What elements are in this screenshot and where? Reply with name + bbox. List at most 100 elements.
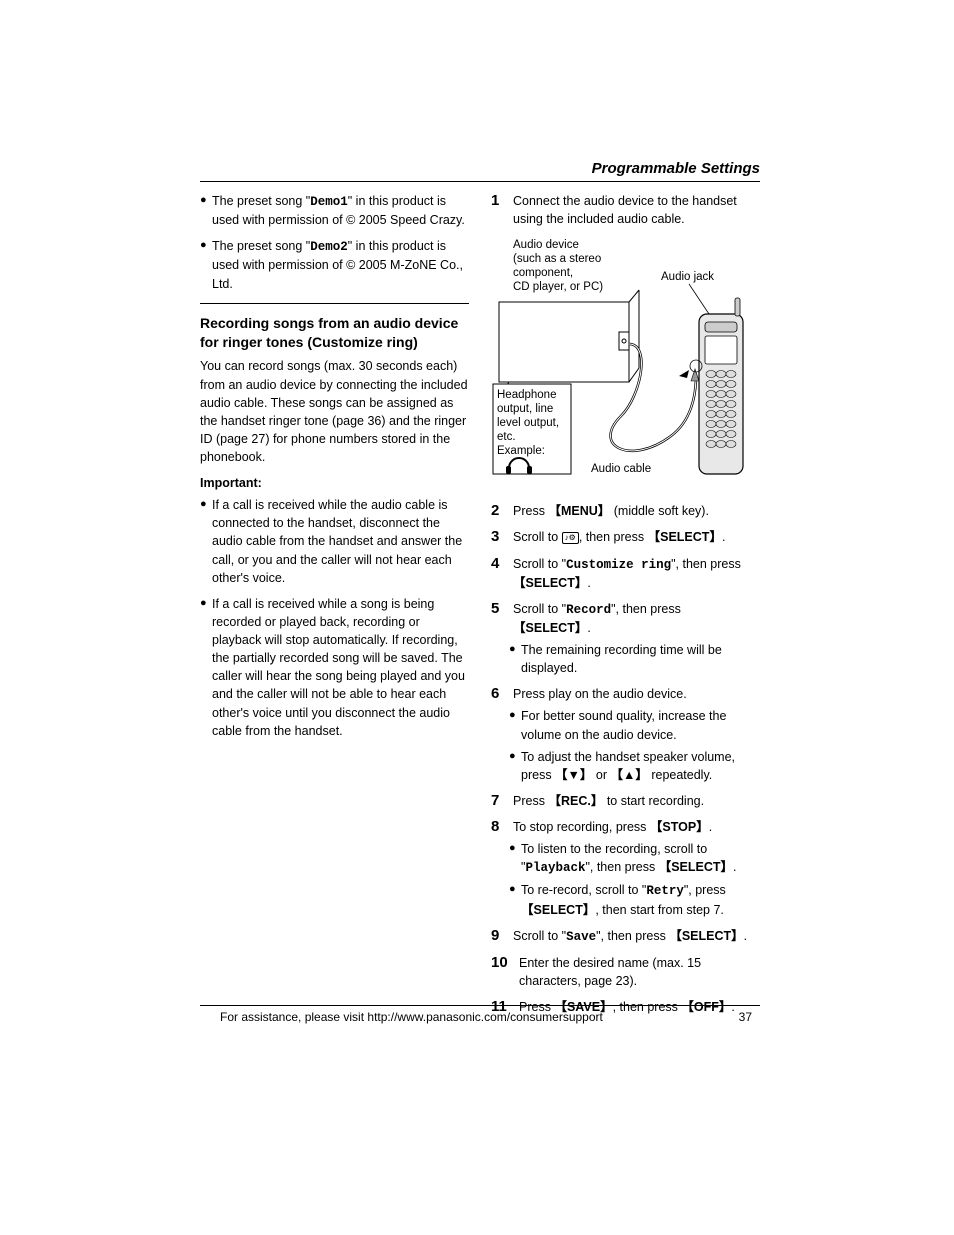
select-key: 【SELECT】 bbox=[521, 903, 595, 917]
audio-cable-label: Audio cable bbox=[591, 463, 651, 475]
step-number: 3 bbox=[491, 528, 513, 546]
page-container: Programmable Settings ● The preset song … bbox=[200, 160, 760, 1024]
text: ", then press bbox=[596, 929, 669, 943]
text: Press bbox=[513, 794, 548, 808]
step-8: 8 To stop recording, press 【STOP】. bbox=[491, 818, 760, 836]
divider bbox=[200, 303, 469, 304]
text: The remaining recording time will be dis… bbox=[521, 641, 760, 677]
text: . bbox=[587, 621, 590, 635]
text: If a call is received while a song is be… bbox=[212, 595, 469, 740]
text: The preset song " bbox=[212, 194, 310, 208]
step-9: 9 Scroll to "Save", then press 【SELECT】. bbox=[491, 927, 760, 946]
svg-text:Audio device: Audio device bbox=[513, 239, 579, 251]
text: . bbox=[709, 820, 712, 834]
text: Press play on the audio device. bbox=[513, 685, 760, 703]
text: Scroll to " bbox=[513, 602, 566, 616]
text: Press bbox=[513, 504, 548, 518]
step-2: 2 Press 【MENU】 (middle soft key). bbox=[491, 502, 760, 520]
important-note-2: ● If a call is received while a song is … bbox=[200, 595, 469, 740]
step-3: 3 Scroll to ♪⚙, then press 【SELECT】. bbox=[491, 528, 760, 546]
bullet-icon: ● bbox=[509, 641, 521, 677]
step-4: 4 Scroll to "Customize ring", then press… bbox=[491, 555, 760, 592]
bullet-icon: ● bbox=[200, 496, 212, 587]
text: , then start from step 7. bbox=[595, 903, 724, 917]
step-number: 7 bbox=[491, 792, 513, 810]
text: or bbox=[592, 768, 610, 782]
text: To stop recording, press bbox=[513, 820, 650, 834]
bullet-icon: ● bbox=[200, 595, 212, 740]
text: repeatedly. bbox=[648, 768, 712, 782]
select-key: 【SELECT】 bbox=[648, 530, 722, 544]
bullet-icon: ● bbox=[509, 707, 521, 743]
text: ", press bbox=[684, 883, 726, 897]
svg-text:Example:: Example: bbox=[497, 445, 545, 457]
page-footer: For assistance, please visit http://www.… bbox=[200, 1005, 760, 1024]
text: Enter the desired name (max. 15 characte… bbox=[519, 954, 760, 990]
select-key: 【SELECT】 bbox=[659, 860, 733, 874]
step-number: 10 bbox=[491, 954, 519, 990]
step-number: 4 bbox=[491, 555, 513, 592]
text: ", then press bbox=[611, 602, 681, 616]
intro-paragraph: You can record songs (max. 30 seconds ea… bbox=[200, 357, 469, 466]
page-number: 37 bbox=[739, 1010, 752, 1024]
svg-text:(such as a stereo: (such as a stereo bbox=[513, 253, 601, 265]
important-label: Important: bbox=[200, 476, 469, 490]
bullet-icon: ● bbox=[509, 748, 521, 784]
step-6-sub1: ● For better sound quality, increase the… bbox=[509, 707, 760, 743]
step-number: 9 bbox=[491, 927, 513, 946]
down-key: 【▼】 bbox=[555, 768, 592, 782]
step-8-sub1: ● To listen to the recording, scroll to … bbox=[509, 840, 760, 877]
select-key: 【SELECT】 bbox=[513, 576, 587, 590]
two-column-layout: ● The preset song "Demo1" in this produc… bbox=[200, 192, 760, 1024]
text: ", then press bbox=[585, 860, 658, 874]
text: . bbox=[733, 860, 736, 874]
svg-text:output, line: output, line bbox=[497, 403, 553, 415]
preset-song-note-2: ● The preset song "Demo2" in this produc… bbox=[200, 237, 469, 292]
text: , then press bbox=[579, 530, 648, 544]
text: (middle soft key). bbox=[610, 504, 709, 518]
settings-icon: ♪⚙ bbox=[562, 532, 579, 544]
step-number: 8 bbox=[491, 818, 513, 836]
bullet-icon: ● bbox=[200, 237, 212, 292]
step-8-sub2: ● To re-record, scroll to "Retry", press… bbox=[509, 881, 760, 918]
text: To re-record, scroll to " bbox=[521, 883, 646, 897]
text: Scroll to " bbox=[513, 557, 566, 571]
text: . bbox=[744, 929, 747, 943]
text: The preset song " bbox=[212, 239, 310, 253]
select-key: 【SELECT】 bbox=[513, 621, 587, 635]
text: Scroll to " bbox=[513, 929, 566, 943]
mono-text: Customize ring bbox=[566, 558, 671, 572]
svg-text:Headphone: Headphone bbox=[497, 389, 556, 401]
text: Scroll to bbox=[513, 530, 562, 544]
section-header: Programmable Settings bbox=[200, 160, 760, 182]
rec-key: 【REC.】 bbox=[548, 794, 603, 808]
svg-text:level output,: level output, bbox=[497, 417, 559, 429]
text: ", then press bbox=[671, 557, 741, 571]
text: . bbox=[587, 576, 590, 590]
svg-text:etc.: etc. bbox=[497, 431, 516, 443]
step-number: 2 bbox=[491, 502, 513, 520]
step-number: 5 bbox=[491, 600, 513, 637]
bullet-icon: ● bbox=[509, 840, 521, 877]
mono-text: Retry bbox=[646, 884, 684, 898]
stop-key: 【STOP】 bbox=[650, 820, 709, 834]
step-1: 1 Connect the audio device to the handse… bbox=[491, 192, 760, 228]
audio-jack-label: Audio jack bbox=[661, 271, 714, 283]
mono-text: Playback bbox=[525, 861, 585, 875]
preset-song-note-1: ● The preset song "Demo1" in this produc… bbox=[200, 192, 469, 229]
step-6-sub2: ● To adjust the handset speaker volume, … bbox=[509, 748, 760, 784]
step-5: 5 Scroll to "Record", then press 【SELECT… bbox=[491, 600, 760, 637]
bullet-icon: ● bbox=[509, 881, 521, 918]
mono-text: Demo2 bbox=[310, 240, 348, 254]
step-7: 7 Press 【REC.】 to start recording. bbox=[491, 792, 760, 810]
step-number: 1 bbox=[491, 192, 513, 228]
svg-text:component,: component, bbox=[513, 267, 573, 279]
section-title: Recording songs from an audio device for… bbox=[200, 314, 469, 352]
up-key: 【▲】 bbox=[610, 768, 647, 782]
mono-text: Record bbox=[566, 603, 611, 617]
connection-diagram: Audio device (such as a stereo component… bbox=[491, 236, 751, 496]
text: . bbox=[722, 530, 725, 544]
right-column: 1 Connect the audio device to the handse… bbox=[491, 192, 760, 1024]
text: If a call is received while the audio ca… bbox=[212, 496, 469, 587]
important-note-1: ● If a call is received while the audio … bbox=[200, 496, 469, 587]
